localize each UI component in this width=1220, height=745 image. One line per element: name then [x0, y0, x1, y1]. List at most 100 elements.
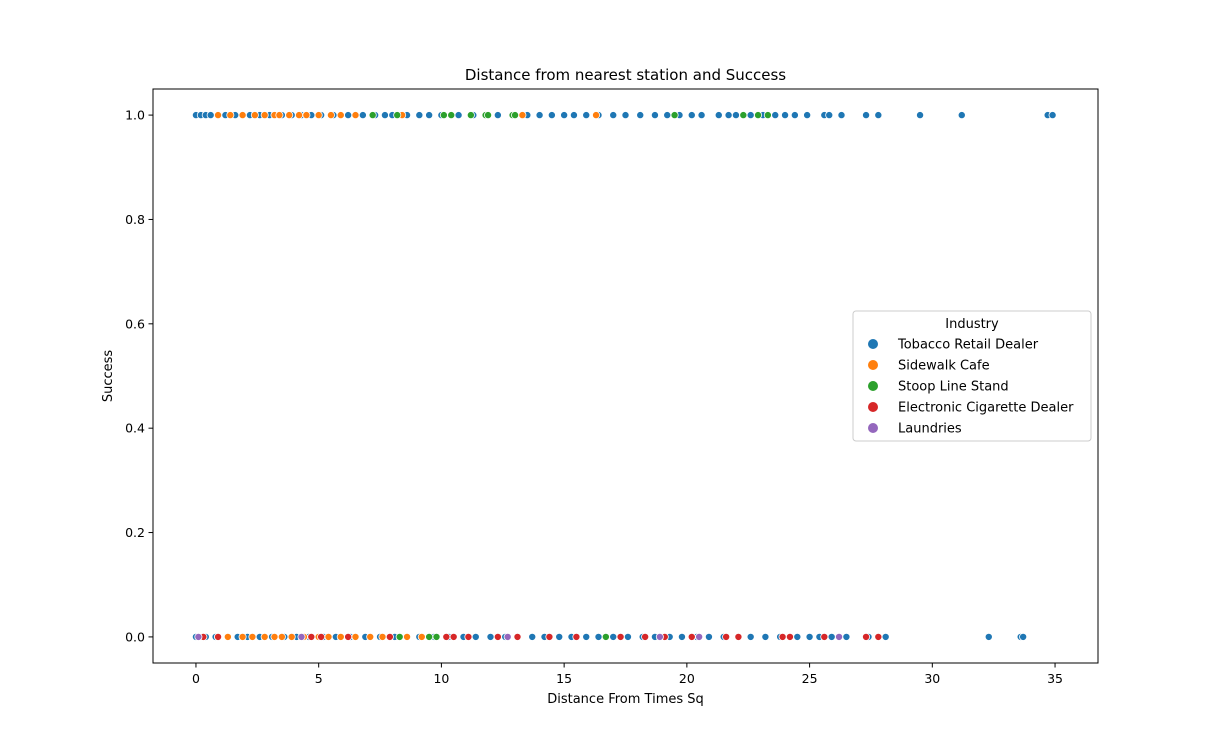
data-point	[984, 632, 993, 641]
data-point	[378, 632, 387, 641]
x-tick-label: 25	[802, 671, 818, 686]
data-point	[670, 111, 679, 120]
data-points	[191, 111, 1057, 641]
data-point	[302, 111, 311, 120]
legend-marker	[868, 381, 878, 391]
series-3	[199, 632, 883, 641]
data-point	[248, 632, 257, 641]
data-point	[704, 632, 713, 641]
legend-marker	[868, 339, 878, 349]
data-point	[582, 111, 591, 120]
legend-label: Sidewalk Cafe	[898, 359, 990, 374]
data-point	[790, 111, 799, 120]
data-point	[368, 111, 377, 120]
data-point	[466, 111, 475, 120]
data-point	[916, 111, 925, 120]
x-tick-label: 20	[679, 671, 695, 686]
y-axis-ticks: 0.0 0.2 0.4 0.6 0.8 1.0	[125, 108, 153, 644]
data-point	[771, 111, 780, 120]
legend: Industry Tobacco Retail Dealer Sidewalk C…	[852, 310, 1092, 442]
y-tick-label: 0.2	[125, 525, 145, 540]
data-point	[439, 111, 448, 120]
data-point	[724, 111, 733, 120]
legend-label: Tobacco Retail Dealer	[897, 338, 1039, 353]
y-tick-label: 0.8	[125, 212, 145, 227]
x-tick-label: 10	[433, 671, 449, 686]
data-point	[518, 111, 527, 120]
y-tick-label: 1.0	[125, 108, 145, 123]
data-point	[781, 111, 790, 120]
data-point	[250, 111, 259, 120]
data-point	[214, 632, 223, 641]
data-point	[594, 632, 603, 641]
data-point	[223, 632, 232, 641]
data-point	[432, 632, 441, 641]
data-point	[464, 632, 473, 641]
data-point	[803, 111, 812, 120]
data-point	[835, 632, 844, 641]
data-point	[820, 632, 829, 641]
data-point	[471, 632, 480, 641]
data-point	[663, 111, 672, 120]
data-point	[837, 111, 846, 120]
data-point	[449, 632, 458, 641]
legend-title: Industry	[945, 317, 999, 332]
x-tick-label: 35	[1047, 671, 1063, 686]
data-point	[592, 111, 601, 120]
plot-area-frame	[152, 88, 1099, 664]
data-point	[403, 632, 412, 641]
data-point	[317, 632, 326, 641]
data-point	[493, 111, 502, 120]
y-tick-label: 0.0	[125, 629, 145, 644]
data-point	[731, 111, 740, 120]
data-point	[621, 111, 630, 120]
data-point	[307, 632, 316, 641]
data-point	[395, 632, 404, 641]
data-point	[226, 111, 235, 120]
data-point	[1048, 111, 1057, 120]
data-point	[827, 632, 836, 641]
legend-items: Tobacco Retail Dealer Sidewalk Cafe Stoop …	[868, 338, 1074, 437]
data-point	[714, 111, 723, 120]
data-point	[238, 111, 247, 120]
data-point	[214, 111, 223, 120]
x-tick-label: 30	[924, 671, 940, 686]
data-point	[687, 111, 696, 120]
series-2	[368, 111, 772, 641]
data-point	[454, 111, 463, 120]
legend-marker	[868, 423, 878, 433]
data-point	[297, 632, 306, 641]
data-point	[1019, 632, 1028, 641]
data-point	[547, 111, 556, 120]
legend-label: Laundries	[898, 422, 962, 437]
data-point	[793, 632, 802, 641]
data-point	[734, 632, 743, 641]
data-point	[763, 111, 772, 120]
x-tick-label: 15	[556, 671, 572, 686]
data-point	[393, 111, 402, 120]
data-point	[677, 632, 686, 641]
legend-marker	[868, 402, 878, 412]
data-point	[874, 111, 883, 120]
data-point	[206, 111, 215, 120]
y-axis-label: Success	[101, 350, 116, 403]
data-point	[326, 111, 335, 120]
data-point	[609, 111, 618, 120]
x-axis-label: Distance From Times Sq	[547, 692, 704, 707]
data-point	[425, 111, 434, 120]
series-4	[194, 632, 844, 641]
data-point	[447, 111, 456, 120]
chart-title: Distance from nearest station and Succes…	[465, 66, 786, 84]
data-point	[385, 632, 394, 641]
data-point	[260, 632, 269, 641]
data-point	[194, 632, 203, 641]
x-axis-ticks: 0 5 10 15 20 25 30 35	[192, 663, 1063, 686]
data-point	[746, 632, 755, 641]
x-tick-label: 0	[192, 671, 200, 686]
legend-label: Electronic Cigarette Dealer	[898, 401, 1074, 416]
data-point	[260, 111, 269, 120]
data-point	[761, 632, 770, 641]
data-point	[641, 632, 650, 641]
data-point	[616, 632, 625, 641]
